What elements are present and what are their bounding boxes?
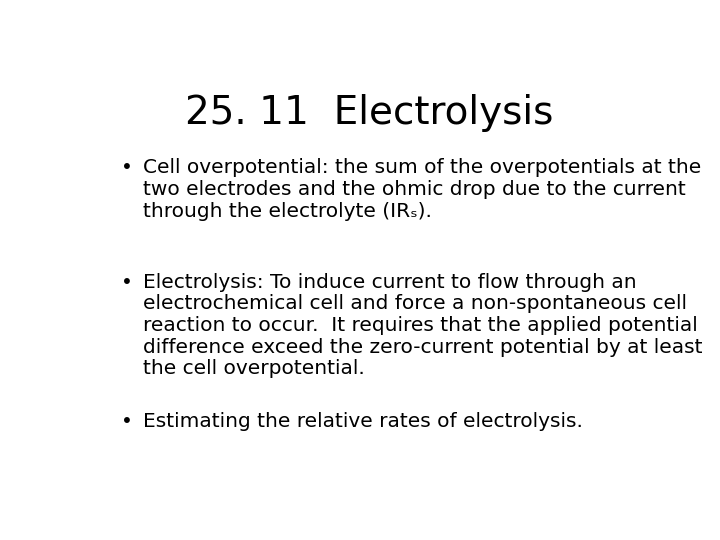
Text: reaction to occur.  It requires that the applied potential: reaction to occur. It requires that the … — [143, 316, 698, 335]
Text: difference exceed the zero-current potential by at least: difference exceed the zero-current poten… — [143, 338, 703, 356]
Text: 25. 11  Electrolysis: 25. 11 Electrolysis — [185, 94, 553, 132]
Text: •: • — [121, 158, 132, 177]
Text: two electrodes and the ohmic drop due to the current: two electrodes and the ohmic drop due to… — [143, 180, 685, 199]
Text: electrochemical cell and force a non-spontaneous cell: electrochemical cell and force a non-spo… — [143, 294, 687, 313]
Text: the cell overpotential.: the cell overpotential. — [143, 359, 365, 378]
Text: Cell overpotential: the sum of the overpotentials at the: Cell overpotential: the sum of the overp… — [143, 158, 701, 177]
Text: Estimating the relative rates of electrolysis.: Estimating the relative rates of electro… — [143, 412, 583, 431]
Text: Electrolysis: To induce current to flow through an: Electrolysis: To induce current to flow … — [143, 273, 636, 292]
Text: through the electrolyte (IRₛ).: through the electrolyte (IRₛ). — [143, 201, 432, 221]
Text: •: • — [121, 412, 132, 431]
Text: •: • — [121, 273, 132, 292]
